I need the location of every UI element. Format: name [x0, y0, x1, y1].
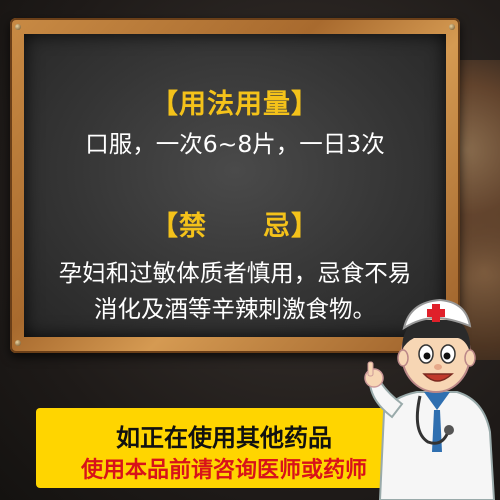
nail-top-left [15, 24, 21, 30]
doctor-cartoon-icon [364, 298, 496, 500]
contraindication-line-1: 孕妇和过敏体质者慎用，忌食不易 [58, 259, 412, 287]
warning-banner [36, 408, 412, 488]
banner-line-2: 使用本品前请咨询医师或药师 [80, 458, 367, 483]
banner-line-1: 如正在使用其他药品 [116, 424, 332, 452]
nail-bottom-left [15, 340, 21, 346]
chalkboard [24, 34, 446, 337]
contraindication-heading: 【禁 忌】 [151, 211, 319, 242]
usage-text: 口服，一次6~8片，一日3次 [85, 130, 385, 158]
usage-heading: 【用法用量】 [151, 89, 319, 120]
nail-top-right [449, 24, 455, 30]
contraindication-line-2: 消化及酒等辛辣刺激食物。 [94, 295, 376, 323]
